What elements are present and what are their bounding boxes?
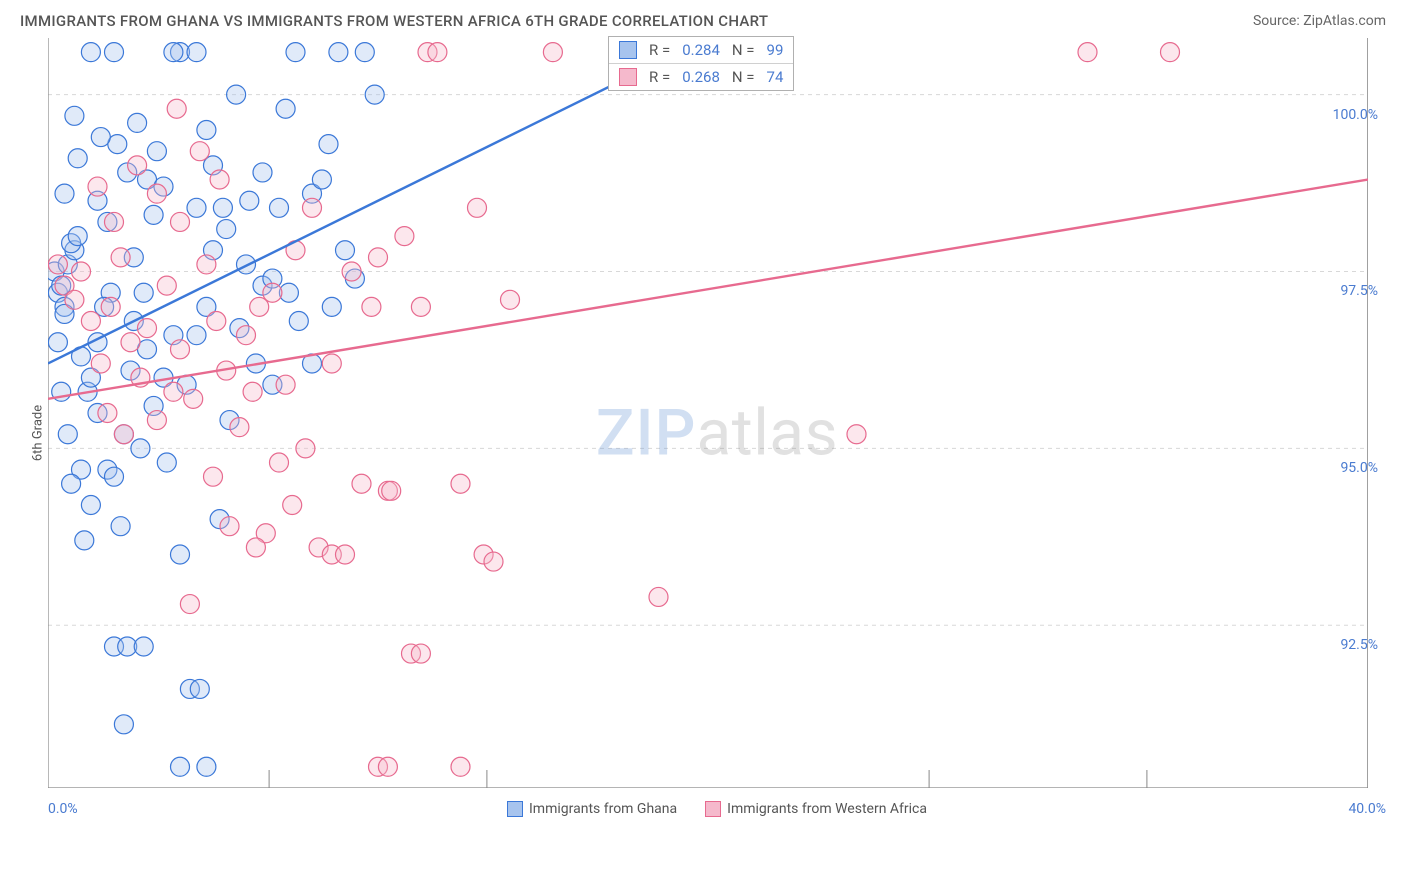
stats-n-value: 74	[767, 68, 784, 86]
stats-swatch	[619, 41, 637, 59]
legend-swatch-ghana	[507, 801, 523, 817]
y-tick-label: 95.0%	[1340, 460, 1378, 476]
y-tick-label: 97.5%	[1340, 283, 1378, 299]
legend-swatch-western-africa	[705, 801, 721, 817]
stats-n-label: N =	[732, 41, 755, 59]
stats-r-value: 0.268	[682, 68, 720, 86]
stats-r-label: R =	[649, 41, 670, 59]
chart-area: 6th Grade ZIPatlas R = 0.284 N = 99 R = …	[48, 38, 1386, 828]
chart-header: IMMIGRANTS FROM GHANA VS IMMIGRANTS FROM…	[0, 0, 1406, 38]
legend-label-ghana: Immigrants from Ghana	[529, 801, 677, 817]
chart-title: IMMIGRANTS FROM GHANA VS IMMIGRANTS FROM…	[20, 12, 768, 30]
stats-r-value: 0.284	[682, 41, 720, 59]
stats-n-value: 99	[767, 41, 784, 59]
stats-row: R = 0.268 N = 74	[609, 64, 793, 90]
x-axis-row: 0.0% Immigrants from Ghana Immigrants fr…	[48, 794, 1386, 824]
legend-item-ghana: Immigrants from Ghana	[507, 801, 677, 817]
y-axis-label: 6th Grade	[31, 405, 46, 461]
stats-r-label: R =	[649, 68, 670, 86]
legend-label-western-africa: Immigrants from Western Africa	[727, 801, 927, 817]
y-tick-label: 100.0%	[1333, 107, 1378, 123]
x-tick-max: 40.0%	[1348, 801, 1386, 817]
x-tick-min: 0.0%	[48, 801, 78, 817]
chart-source: Source: ZipAtlas.com	[1253, 13, 1386, 29]
y-tick-label: 92.5%	[1340, 637, 1378, 653]
stats-row: R = 0.284 N = 99	[609, 37, 793, 64]
stats-swatch	[619, 68, 637, 86]
legend-item-western-africa: Immigrants from Western Africa	[705, 801, 927, 817]
stats-n-label: N =	[732, 68, 755, 86]
correlation-stats-box: R = 0.284 N = 99 R = 0.268 N = 74	[608, 36, 794, 91]
scatter-plot	[48, 38, 1368, 788]
